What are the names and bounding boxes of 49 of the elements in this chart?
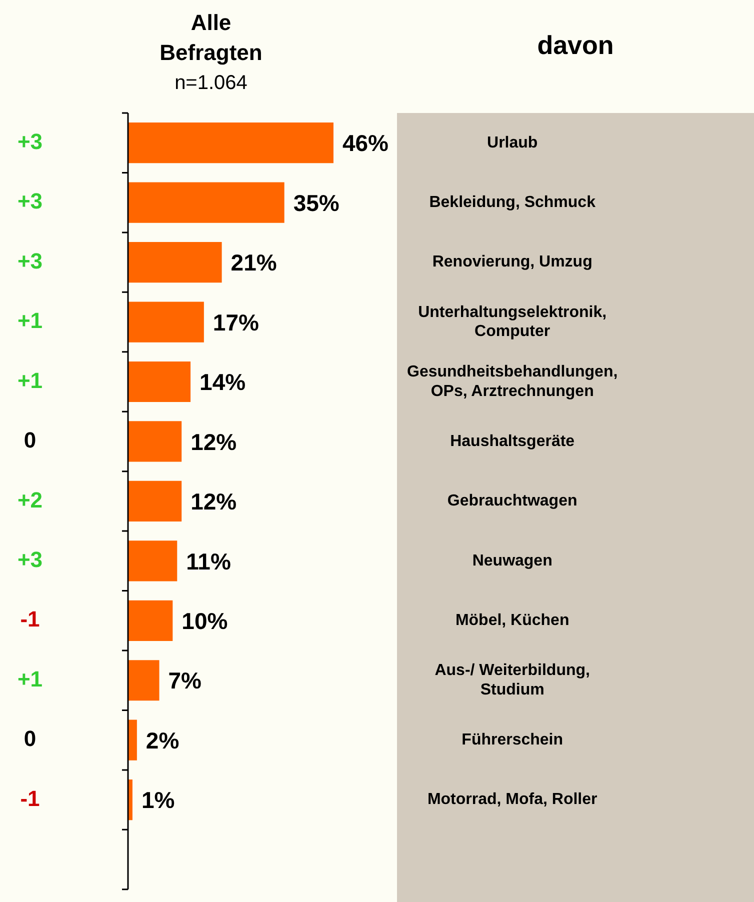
y-tick-label: Bekleidung, Schmuck bbox=[429, 194, 596, 211]
bar bbox=[128, 660, 160, 701]
data-label: 2% bbox=[146, 727, 180, 754]
data-label: 10% bbox=[182, 608, 228, 634]
text: 0 bbox=[24, 428, 36, 453]
text: +3 bbox=[17, 128, 43, 154]
bar bbox=[128, 242, 222, 283]
data-label: 21% bbox=[230, 250, 277, 276]
y-tick-label: Möbel, Küchen bbox=[455, 612, 570, 630]
bar bbox=[128, 540, 178, 582]
y-axis-title: davon bbox=[536, 30, 615, 61]
bar bbox=[128, 480, 182, 522]
data-label: 11% bbox=[186, 548, 231, 574]
y-tick-label: Aus-/ Weiterbildung, Studium bbox=[434, 662, 590, 698]
bar bbox=[128, 600, 173, 641]
text: -1 bbox=[20, 786, 40, 811]
text: +3 bbox=[17, 188, 43, 214]
text: 0 bbox=[24, 726, 36, 752]
y-tick-label: Renovierung, Umzug bbox=[432, 254, 592, 271]
data-label: 12% bbox=[190, 488, 237, 515]
data-label: 14% bbox=[200, 369, 246, 396]
y-tick-label: Neuwagen bbox=[472, 552, 552, 570]
text: +1 bbox=[17, 368, 43, 393]
text: +1 bbox=[17, 666, 43, 692]
bar bbox=[128, 122, 334, 164]
data-label: 35% bbox=[293, 190, 340, 216]
data-label: 17% bbox=[212, 309, 259, 336]
data-label: 46% bbox=[342, 130, 389, 156]
chart-subtitle: n=1.064 bbox=[174, 72, 248, 95]
y-tick-label: Urlaub bbox=[487, 134, 538, 152]
text: +3 bbox=[17, 546, 43, 572]
text: +2 bbox=[17, 487, 43, 512]
text: +3 bbox=[17, 248, 43, 274]
y-tick-label: Unterhaltungselektronik, Computer bbox=[418, 304, 607, 340]
y-tick-label: Haushaltsgeräte bbox=[450, 432, 575, 450]
bar bbox=[128, 182, 284, 223]
text: -1 bbox=[20, 606, 40, 632]
y-tick-label: Führerschein bbox=[462, 732, 564, 748]
chart-title: Alle Befragten bbox=[158, 9, 264, 67]
y-tick-label: Gesundheitsbehandlungen, OPs, Arztrechnungen bbox=[406, 364, 618, 400]
data-label: 1% bbox=[141, 787, 175, 814]
bar bbox=[128, 421, 182, 462]
data-label: 7% bbox=[168, 668, 202, 694]
text: +1 bbox=[17, 308, 43, 334]
bar bbox=[128, 361, 191, 402]
data-label: 12% bbox=[190, 428, 237, 455]
y-tick-label: Motorrad, Mofa, Roller bbox=[427, 791, 598, 808]
y-tick-label: Gebrauchtwagen bbox=[447, 492, 578, 510]
bar bbox=[128, 302, 204, 342]
